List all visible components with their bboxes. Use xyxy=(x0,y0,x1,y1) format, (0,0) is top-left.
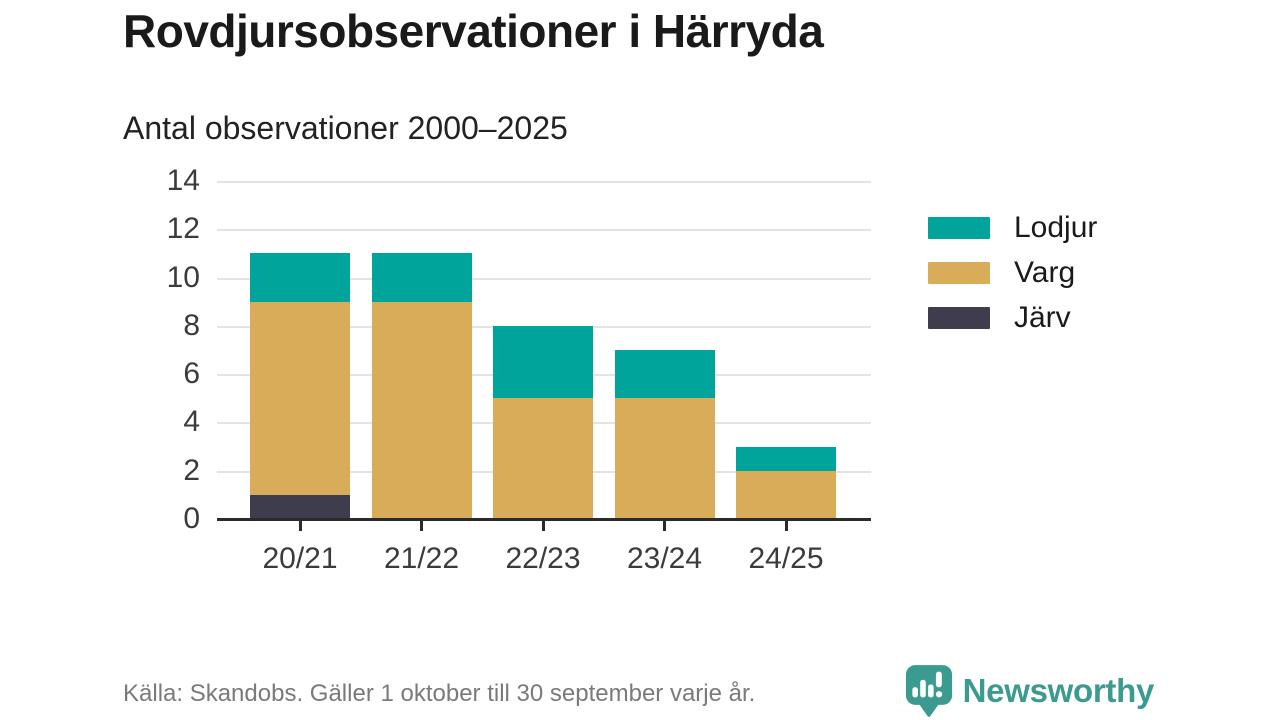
bar-segment-varg-21-22 xyxy=(371,301,472,519)
newsworthy-bubble-icon xyxy=(905,665,952,717)
x-tick-24-25 xyxy=(784,520,788,531)
y-tick-label-2: 2 xyxy=(183,453,200,487)
source-note: Källa: Skandobs. Gäller 1 oktober till 3… xyxy=(123,680,756,707)
bar-segment-lodjur-22-23 xyxy=(493,325,593,399)
x-tick-22-23 xyxy=(541,520,545,531)
y-tick-label-4: 4 xyxy=(183,405,200,439)
bar-segment-lodjur-20-21 xyxy=(250,253,350,302)
gridline-y10 xyxy=(217,277,871,280)
gridline-y12 xyxy=(217,229,871,232)
bar-segment-lodjur-21-22 xyxy=(371,253,472,302)
y-tick-label-6: 6 xyxy=(183,357,200,391)
y-tick-label-8: 8 xyxy=(183,308,200,342)
bar-20-21 xyxy=(250,253,350,519)
gridline-y14 xyxy=(217,181,871,183)
bar-segment-varg-20-21 xyxy=(250,301,350,495)
bar-23-24 xyxy=(614,350,715,519)
bar-segment-varg-24-25 xyxy=(736,470,836,519)
bar-segment-järv-20-21 xyxy=(250,494,350,519)
y-tick-label-14: 14 xyxy=(166,164,200,197)
bar-segment-lodjur-24-25 xyxy=(736,446,836,471)
bar-segment-varg-22-23 xyxy=(493,398,593,519)
y-tick-label-0: 0 xyxy=(183,502,200,535)
x-tick-23-24 xyxy=(663,520,666,531)
legend-label-varg: Varg xyxy=(1014,256,1076,289)
legend-item-lodjur: Lodjur xyxy=(928,211,1098,244)
x-tick-label-24-25: 24/25 xyxy=(748,542,824,575)
x-axis-line xyxy=(217,518,871,521)
bar-segment-lodjur-23-24 xyxy=(614,350,715,399)
legend: Lodjur Varg Järv xyxy=(928,211,1098,334)
x-tick-21-22 xyxy=(420,520,423,531)
y-tick-label-10: 10 xyxy=(166,260,200,294)
legend-swatch-varg xyxy=(928,262,990,284)
legend-swatch-järv xyxy=(928,307,990,329)
legend-label-lodjur: Lodjur xyxy=(1014,211,1098,244)
chart-title: Rovdjursobservationer i Härryda xyxy=(123,5,824,57)
legend-label-järv: Järv xyxy=(1014,301,1071,334)
x-tick-label-23-24: 23/24 xyxy=(626,542,703,575)
x-tick-label-22-23: 22/23 xyxy=(505,542,581,575)
bar-24-25 xyxy=(736,446,836,519)
bar-21-22 xyxy=(371,253,472,519)
legend-item-varg: Varg xyxy=(928,256,1097,289)
legend-swatch-lodjur xyxy=(928,217,990,239)
x-tick-label-20-21: 20/21 xyxy=(262,542,338,575)
chart-subtitle: Antal observationer 2000–2025 xyxy=(123,110,568,146)
legend-item-järv: Järv xyxy=(928,301,1097,334)
brand-name: Newsworthy xyxy=(962,672,1155,709)
brand-logo: Newsworthy xyxy=(905,664,1154,718)
bar-22-23 xyxy=(493,325,593,519)
bar-segment-varg-23-24 xyxy=(614,398,715,519)
y-tick-label-12: 12 xyxy=(166,212,200,246)
x-tick-label-21-22: 21/22 xyxy=(383,542,460,575)
x-tick-20-21 xyxy=(298,520,302,531)
plot-area: 20/21 21/22 22/23 23/24 24/25 xyxy=(217,181,871,575)
